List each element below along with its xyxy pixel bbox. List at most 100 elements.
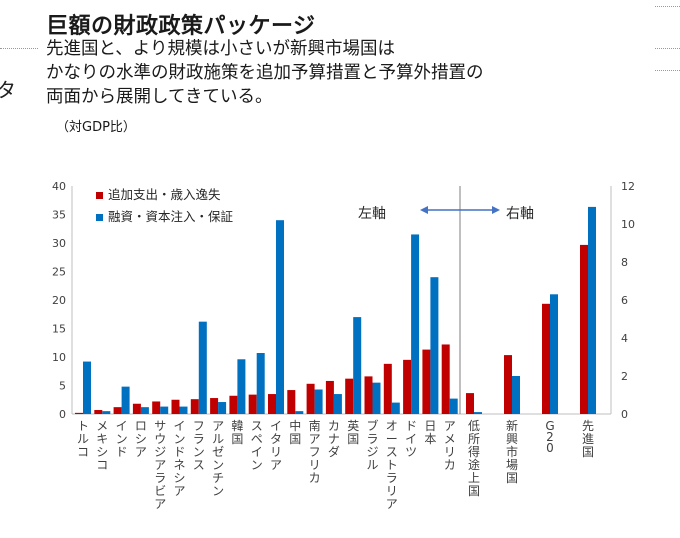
category-label-char: フ [309, 445, 321, 459]
left-axis-tick-label: 20 [52, 294, 66, 307]
category-label-char: 韓 [231, 419, 243, 433]
category-label-char: 国 [347, 432, 359, 446]
category-label-char: 0 [546, 441, 554, 455]
left-axis-tick-label: 30 [52, 237, 66, 250]
category-label-char: 先 [582, 419, 594, 433]
bar [160, 406, 169, 414]
category-label-char: カ [444, 458, 456, 472]
category-label-char: ン [251, 458, 263, 472]
bar [276, 220, 284, 414]
category-label-char: ジ [366, 445, 378, 459]
category-label-char: イ [405, 432, 417, 446]
category-label-char: ブ [366, 418, 378, 433]
edge-dotted-line [0, 48, 38, 49]
bar [588, 206, 596, 414]
bar [512, 376, 520, 414]
category-label-char: 中 [289, 418, 301, 433]
category-label-char: ア [270, 458, 282, 472]
category-label-char: 進 [582, 432, 594, 446]
category-label-char: ラ [154, 471, 166, 485]
category-label-char: ア [154, 458, 166, 472]
category-label-char: ー [386, 432, 398, 446]
edge-dotted-line [655, 6, 680, 7]
bar [580, 244, 588, 414]
category-label-char: イ [251, 445, 263, 459]
bar [83, 361, 91, 414]
category-label-char: ラ [193, 432, 205, 446]
category-label-char: ペ [251, 432, 263, 446]
category-label-char: シ [96, 445, 108, 459]
edge-text-fragment: タ [0, 78, 16, 102]
bar [345, 378, 354, 414]
category-label-char: ン [116, 432, 128, 446]
category-label-char: 日 [424, 419, 436, 433]
category-label-char: コ [96, 458, 108, 472]
left-axis-tick-label: 0 [59, 408, 66, 421]
category-label-char: イ [270, 419, 282, 433]
category-label-char: ト [77, 419, 89, 433]
category-label-char: ア [173, 484, 185, 498]
category-label-char: ア [212, 419, 224, 433]
subtitle-line-1: 先進国と、より規模は小さいが新興市場国は [46, 39, 395, 59]
category-label-char: 英 [347, 419, 359, 433]
bar [550, 294, 558, 414]
category-label-char: 低 [468, 419, 480, 433]
edge-dotted-line [655, 48, 680, 49]
bar [306, 383, 315, 414]
bar [364, 376, 373, 414]
right-axis-tick-label: 10 [621, 218, 635, 231]
category-label-char: 国 [468, 484, 480, 498]
edge-dotted-line [655, 70, 680, 71]
category-label-char: 2 [546, 430, 554, 444]
category-label-char: 場 [506, 458, 518, 472]
bar [171, 399, 180, 414]
category-label-char: 国 [231, 432, 243, 446]
bar [102, 411, 111, 414]
category-label-char: ラ [386, 471, 398, 485]
category-label-char: シ [173, 471, 185, 485]
bar [441, 344, 450, 414]
bar [237, 359, 246, 414]
annotation-arrowhead-right [492, 206, 500, 214]
bar [152, 401, 161, 414]
category-label-char: 市 [506, 444, 518, 459]
bar [449, 398, 458, 414]
category-label-char: ラ [366, 432, 378, 446]
left-axis-tick-label: 40 [52, 180, 66, 193]
category-label-char: ル [212, 432, 224, 446]
legend-swatch [96, 192, 103, 199]
bar [422, 349, 431, 414]
category-label-char: ン [193, 445, 205, 459]
legend-label: 追加支出・歳入逸失 [108, 187, 221, 202]
category-label-char: サ [154, 419, 166, 433]
left-axis-tick-label: 5 [59, 380, 66, 393]
category-label-char: ナ [328, 432, 340, 446]
category-label-char: オ [386, 419, 398, 433]
subtitle-line-3: 両面から展開してきている。 [46, 87, 273, 107]
bar [94, 410, 103, 414]
right-axis-tick-label: 4 [621, 332, 628, 345]
bar [466, 393, 474, 414]
category-label-char: ン [173, 432, 185, 446]
category-label-char: カ [309, 471, 321, 485]
bar [113, 407, 122, 414]
category-label-char: シ [135, 432, 147, 446]
category-label-char: 興 [506, 432, 518, 446]
left-axis-tick-label: 10 [52, 351, 66, 364]
right-axis-tick-label: 12 [621, 180, 635, 193]
category-label-char: ツ [405, 445, 417, 459]
bar [295, 411, 304, 414]
bar [314, 389, 323, 414]
category-label-char: キ [96, 432, 108, 446]
category-label-char: 所 [468, 432, 480, 446]
left-axis-tick-label: 15 [52, 323, 66, 336]
bar [218, 402, 227, 414]
category-label-char: 上 [468, 471, 480, 485]
category-label-char: 本 [424, 432, 436, 446]
bar [504, 355, 512, 414]
category-label-char: イ [116, 419, 128, 433]
category-label-char: ル [366, 458, 378, 472]
bar [383, 363, 392, 414]
bar [248, 394, 257, 414]
